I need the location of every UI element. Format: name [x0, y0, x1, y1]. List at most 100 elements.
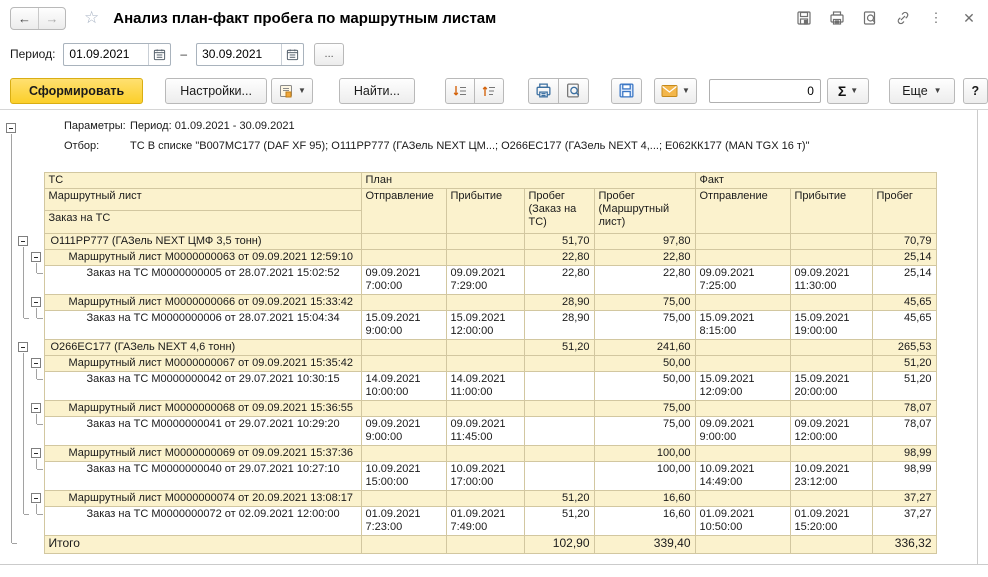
- period-to-input[interactable]: [197, 44, 282, 64]
- row-label: Заказ на ТС М0000000041 от 29.07.2021 10…: [43, 415, 362, 446]
- tree-line: [36, 416, 44, 425]
- more-actions-label: Еще: [902, 83, 928, 98]
- cell-plan-arrival: 10.09.2021 17:00:00: [445, 460, 525, 491]
- forward-button[interactable]: →: [38, 7, 65, 29]
- generate-button[interactable]: Сформировать: [10, 77, 144, 104]
- counter-field[interactable]: [708, 78, 821, 103]
- cell-plan-departure: 14.09.2021 10:00:00: [360, 370, 447, 401]
- back-button[interactable]: ←: [18, 10, 31, 26]
- tree-expander[interactable]: [31, 493, 42, 503]
- cell-plan-mileage-order: 51,70: [523, 232, 595, 250]
- settings-button[interactable]: Настройки...: [165, 77, 267, 104]
- tree-line: [36, 461, 44, 470]
- calendar-icon[interactable]: [281, 43, 303, 65]
- tree-line: [23, 355, 24, 371]
- tree-line: [10, 339, 12, 355]
- more-actions-button[interactable]: Еще ▼: [889, 77, 955, 104]
- preview-icon[interactable]: [861, 9, 879, 27]
- cell-fact-mileage: 37,27: [871, 489, 937, 507]
- cell-plan-arrival: [445, 444, 525, 462]
- cell-plan-arrival: [445, 354, 525, 372]
- tree-expander[interactable]: [31, 297, 42, 307]
- tree-expander[interactable]: [18, 236, 28, 246]
- tree-expander[interactable]: [5, 123, 16, 133]
- report-area: Параметры: Период: 01.09.2021 - 30.09.20…: [0, 110, 988, 576]
- cell-plan-mileage-route: 75,00: [593, 309, 696, 340]
- send-mail-button[interactable]: ▼: [653, 77, 697, 104]
- cell-fact-departure: [694, 534, 791, 554]
- cell-fact-departure: 10.09.2021 14:49:00: [694, 460, 791, 491]
- tree-expander[interactable]: [31, 358, 42, 368]
- tree-line: [10, 445, 12, 461]
- cell-plan-mileage-order: 22,80: [523, 264, 595, 295]
- help-button[interactable]: ?: [962, 77, 988, 104]
- cell-fact-arrival: 15.09.2021 19:00:00: [789, 309, 873, 340]
- cell-plan-arrival: [445, 399, 525, 417]
- col-header-order: Заказ на ТС: [43, 209, 362, 234]
- save-result-button[interactable]: [610, 77, 642, 104]
- tree-line: [10, 294, 12, 310]
- cell-plan-mileage-order: 28,90: [523, 309, 595, 340]
- cell-plan-arrival: [445, 338, 525, 356]
- cell-fact-arrival: [789, 354, 873, 372]
- period-from-field: [63, 42, 172, 66]
- cell-fact-mileage: 45,65: [871, 293, 937, 311]
- table-row: Маршрутный лист М0000000067 от 09.09.202…: [4, 354, 937, 372]
- link-icon[interactable]: [894, 9, 912, 27]
- more-menu-icon[interactable]: ⋮: [929, 10, 943, 25]
- print-preview-button[interactable]: [558, 77, 589, 104]
- period-from-input[interactable]: [64, 44, 149, 64]
- cell-plan-mileage-route: 16,60: [593, 489, 696, 507]
- tree-expander[interactable]: [18, 342, 28, 352]
- print-button[interactable]: [527, 77, 559, 104]
- tree-line: [10, 233, 12, 249]
- cell-plan-departure: [360, 354, 447, 372]
- print-icon[interactable]: [828, 9, 846, 27]
- tree-expander[interactable]: [31, 448, 42, 458]
- tree-line: [10, 461, 12, 490]
- cell-plan-departure: 01.09.2021 7:23:00: [360, 505, 447, 536]
- cell-fact-arrival: [789, 399, 873, 417]
- save-icon[interactable]: [795, 9, 813, 27]
- favorite-star-icon[interactable]: ☆: [84, 8, 100, 27]
- tree-expander[interactable]: [31, 252, 42, 262]
- cell-fact-departure: [694, 489, 791, 507]
- cell-fact-arrival: [789, 444, 873, 462]
- report-variant-icon: [279, 84, 292, 97]
- period-to-field: [196, 42, 305, 66]
- cell-fact-arrival: 01.09.2021 15:20:00: [789, 505, 873, 536]
- cell-plan-departure: [360, 338, 447, 356]
- cell-fact-mileage: 78,07: [871, 415, 937, 446]
- tree-line: [23, 490, 24, 506]
- expand-groups-button[interactable]: [444, 77, 475, 104]
- cell-plan-mileage-route: 22,80: [593, 248, 696, 266]
- cell-fact-mileage: 25,14: [871, 264, 937, 295]
- cell-fact-departure: [694, 232, 791, 250]
- report-toolbar: Сформировать Настройки... ▼ Найти... ▼ Σ…: [0, 72, 988, 110]
- report-variant-button[interactable]: ▼: [270, 77, 313, 104]
- find-button[interactable]: Найти...: [338, 77, 415, 104]
- table-row: Маршрутный лист М0000000063 от 09.09.202…: [4, 248, 937, 266]
- report-table: Параметры: Период: 01.09.2021 - 30.09.20…: [4, 120, 937, 554]
- close-icon[interactable]: ✕: [963, 9, 975, 26]
- calendar-icon[interactable]: [148, 43, 170, 65]
- tree-line: [23, 461, 24, 490]
- chevron-down-icon: ▼: [681, 86, 690, 95]
- row-label: Маршрутный лист М0000000067 от 09.09.202…: [43, 354, 362, 372]
- cell-plan-departure: [360, 534, 447, 554]
- period-more-button[interactable]: ...: [314, 42, 345, 66]
- tree-expander[interactable]: [31, 403, 42, 413]
- row-label: Заказ на ТС М0000000072 от 02.09.2021 12…: [43, 505, 362, 536]
- col-header-route: Маршрутный лист: [43, 187, 362, 211]
- table-row: Заказ на ТС М0000000005 от 28.07.2021 15…: [4, 264, 937, 295]
- chevron-down-icon: ▼: [297, 86, 306, 95]
- row-label: Заказ на ТС М0000000042 от 29.07.2021 10…: [43, 370, 362, 401]
- totals-button[interactable]: Σ ▼: [826, 77, 870, 104]
- collapse-groups-button[interactable]: [474, 77, 504, 104]
- table-row: Маршрутный лист М0000000066 от 09.09.202…: [4, 293, 937, 311]
- cell-plan-mileage-route: 75,00: [593, 293, 696, 311]
- filter-value: ТС В списке "В007МС177 (DAF XF 95); О111…: [130, 140, 810, 152]
- chevron-down-icon: ▼: [850, 86, 859, 95]
- cell-plan-departure: [360, 399, 447, 417]
- cell-plan-arrival: 09.09.2021 11:45:00: [445, 415, 525, 446]
